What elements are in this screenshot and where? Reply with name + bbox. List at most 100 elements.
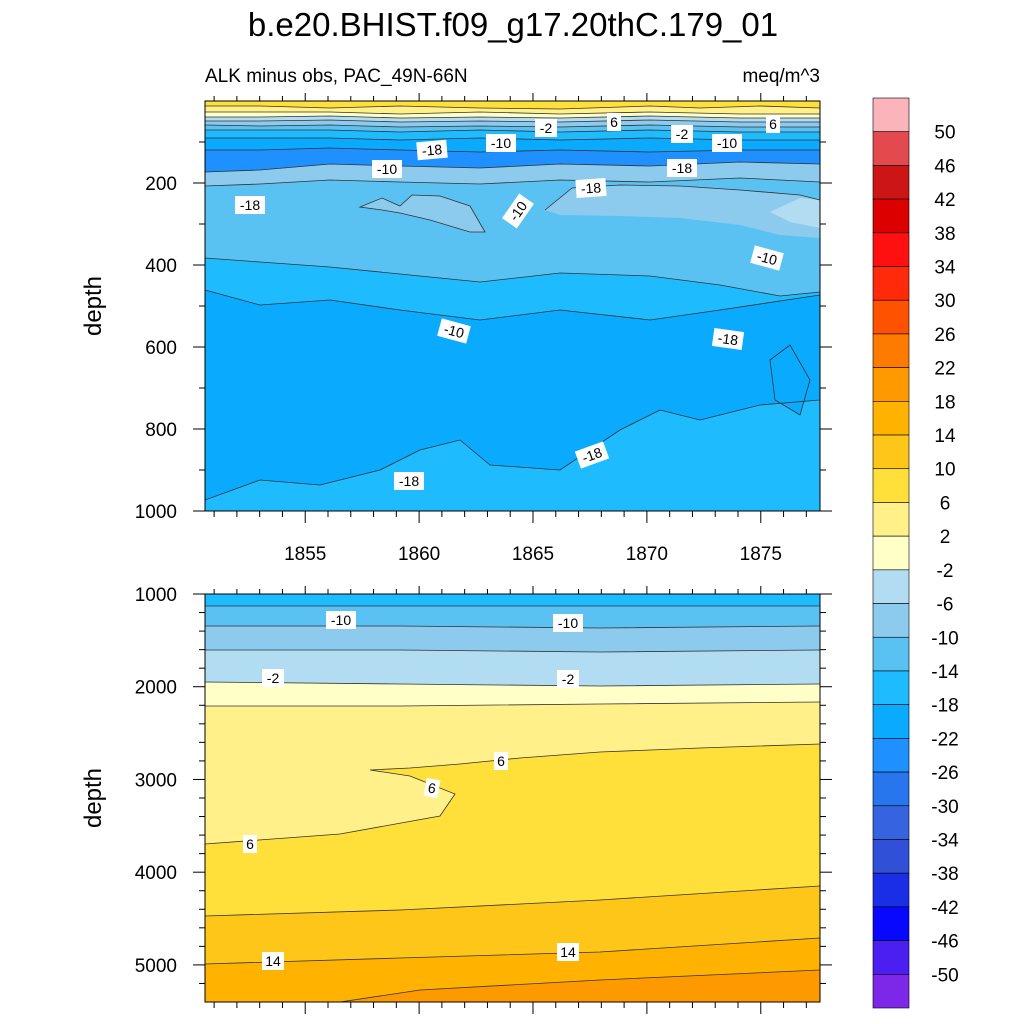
y-tick-label: 3000: [135, 770, 177, 791]
contour-line: [205, 399, 820, 501]
lower-panel: 1000 2000 3000 4000 5000 -10 -10 -2 -2 6 6 6 14 14 d…: [80, 585, 832, 1014]
contour-label-bg: [575, 177, 607, 199]
x-tick-label: 1855: [284, 544, 326, 565]
colorbar-label: -50: [931, 965, 958, 986]
colorbar-label: -6: [937, 595, 954, 616]
contour-label-text: -10: [331, 612, 351, 628]
contour-label: -10: [372, 160, 402, 178]
contour-line: [205, 119, 820, 123]
contour-line: [205, 701, 820, 707]
contour-label-bg: [557, 670, 579, 688]
colorbar-swatch: [872, 299, 910, 335]
contour-label-text: -2: [562, 671, 575, 687]
colorbar-swatch: [872, 333, 910, 368]
colorbar-swatch: [872, 636, 910, 672]
colorbar-swatch: [872, 738, 910, 773]
colorbar-swatch: [872, 805, 910, 840]
colorbar-label: 2: [940, 527, 951, 548]
contour-label: -10: [437, 318, 471, 344]
y-tick-label: 600: [145, 338, 177, 359]
x-tick-label: 1875: [740, 544, 782, 565]
colorbar-label: 10: [934, 460, 955, 481]
contour-line: [205, 257, 820, 297]
contour-label-text: -10: [377, 161, 397, 177]
contour-label-bg: [607, 113, 621, 131]
contour-line: [205, 147, 820, 153]
contour-label: -10: [486, 134, 516, 152]
colorbar-label: 26: [934, 325, 955, 346]
contour-label-bg: [671, 125, 693, 143]
colorbar-label: -14: [931, 662, 959, 683]
contour-label-text: 6: [610, 114, 618, 130]
y-tick-label: 2000: [135, 678, 177, 699]
colorbar-swatch: [872, 367, 910, 402]
colorbar-swatch: [872, 973, 910, 1009]
subtitle-units: meq/m^3: [742, 66, 820, 87]
band-fill: [205, 594, 820, 606]
contour-label-text: -10: [442, 321, 466, 342]
contour-line: [205, 115, 820, 119]
band-fill: [770, 198, 820, 228]
contour-line: [205, 649, 820, 653]
contour-label-bg: [711, 327, 745, 351]
contour-label-bg: [326, 611, 356, 629]
contour-label-text: 14: [265, 953, 281, 969]
contour-label-text: -18: [717, 330, 739, 349]
colorbar-label: 34: [934, 258, 956, 279]
contour-line: [205, 129, 820, 133]
contour-label-bg: [423, 777, 441, 799]
contour-label-bg: [557, 943, 579, 961]
contour-label-bg: [262, 952, 284, 970]
contour-label-bg: [437, 318, 471, 344]
contour-label-bg: [502, 193, 534, 229]
colorbar-label: 6: [940, 493, 951, 514]
colorbar-swatch: [872, 569, 910, 604]
contour-label-text: -10: [755, 248, 779, 269]
contour-label-text: -18: [421, 141, 443, 159]
contour-label: -10: [712, 134, 742, 152]
contour-label-bg: [553, 614, 583, 632]
contour-label-bg: [262, 669, 284, 687]
colorbar-swatch: [872, 771, 910, 807]
colorbar-swatch: [872, 97, 910, 133]
y-tick-label: 1000: [135, 502, 177, 523]
contour-label-bg: [243, 835, 257, 853]
colorbar-swatch: [872, 704, 910, 739]
colorbar-swatch: [872, 198, 910, 234]
colorbar-swatch: [872, 434, 910, 470]
contour-label-bg: [535, 119, 557, 137]
colorbar-label: 46: [934, 156, 955, 177]
contour-label-bg: [750, 245, 784, 271]
colorbar-swatch: [872, 839, 910, 874]
colorbar-label: 22: [934, 359, 955, 380]
contour-label-text: 6: [497, 753, 505, 769]
colorbar-label: 50: [934, 123, 955, 144]
x-ticks: [213, 586, 807, 1014]
contour-label-bg: [494, 752, 508, 770]
contour-line: [339, 969, 820, 1002]
colorbar-swatch: [872, 401, 910, 436]
contour-label-text: -2: [267, 670, 280, 686]
colorbar-label: -2: [937, 561, 954, 582]
colorbar-label: -46: [931, 932, 958, 953]
contour-line: [205, 137, 820, 141]
contour-line: [769, 344, 811, 416]
contour-label: -18: [416, 139, 448, 161]
colorbar-swatch: [872, 670, 910, 705]
contour-label: -18: [711, 327, 745, 351]
colorbar-swatch: [872, 603, 910, 638]
colorbar-swatch: [872, 165, 910, 200]
contour-label: -10: [326, 611, 356, 629]
colorbar-swatch: [872, 131, 910, 166]
chart-title: b.e20.BHIST.f09_g17.20thC.179_01: [248, 6, 778, 43]
x-tick-label: 1860: [398, 544, 440, 565]
contour-label: 6: [243, 835, 257, 853]
contour-label: 14: [557, 943, 579, 961]
contour-label-text: 6: [246, 836, 254, 852]
contour-line: [205, 625, 820, 629]
band-fill: [360, 195, 485, 232]
contour-label: -10: [750, 245, 784, 271]
contour-label-bg: [235, 196, 265, 214]
colorbar-swatch: [872, 535, 910, 571]
contour-label: -18: [575, 177, 607, 199]
